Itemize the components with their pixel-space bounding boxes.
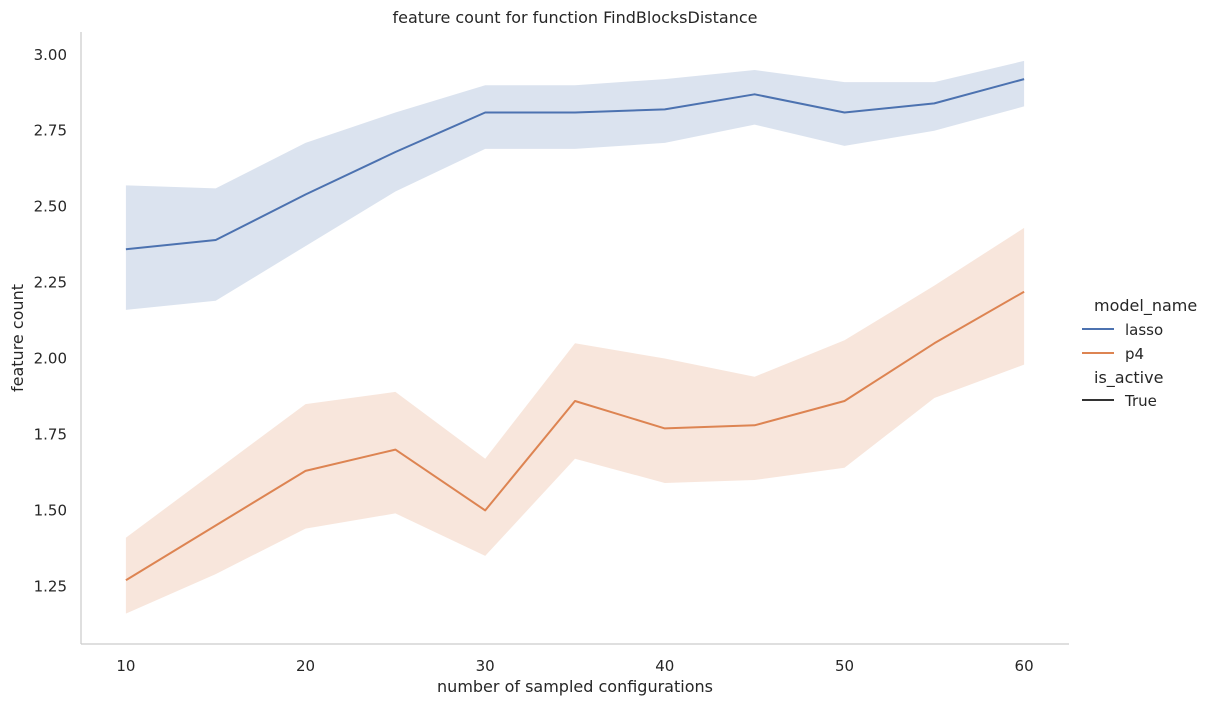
x-tick-label: 50 bbox=[835, 657, 854, 675]
y-tick-label: 3.00 bbox=[34, 46, 67, 64]
legend-label-active-True: True bbox=[1124, 392, 1157, 410]
legend-label-lasso: lasso bbox=[1125, 321, 1163, 339]
axes bbox=[80, 32, 1069, 645]
y-tick-label: 2.75 bbox=[34, 122, 67, 140]
x-tick-label: 60 bbox=[1015, 657, 1034, 675]
legend-title-model-name: model_name bbox=[1094, 296, 1197, 316]
y-tick-label: 2.25 bbox=[34, 274, 67, 292]
y-tick-label: 1.75 bbox=[34, 425, 67, 443]
y-tick-label: 2.00 bbox=[34, 350, 67, 368]
confidence-bands bbox=[125, 60, 1025, 614]
ci-band-p4 bbox=[125, 227, 1025, 614]
x-tick-label: 20 bbox=[296, 657, 315, 675]
series-lines bbox=[125, 78, 1025, 582]
legend-label-p4: p4 bbox=[1125, 345, 1144, 363]
y-axis-title: feature count bbox=[8, 284, 27, 392]
chart-title: feature count for function FindBlocksDis… bbox=[393, 8, 758, 27]
x-tick-labels: 10 20 30 40 50 60 bbox=[116, 657, 1033, 675]
ci-band-lasso bbox=[125, 60, 1025, 310]
x-tick-label: 40 bbox=[655, 657, 674, 675]
legend-title-is-active: is_active bbox=[1094, 368, 1163, 388]
y-tick-label: 2.50 bbox=[34, 198, 67, 216]
y-tick-labels: 1.25 1.50 1.75 2.00 2.25 2.50 2.75 3.00 bbox=[34, 46, 67, 595]
y-tick-label: 1.50 bbox=[34, 501, 67, 519]
x-tick-label: 30 bbox=[476, 657, 495, 675]
series-line-lasso bbox=[125, 78, 1025, 251]
series-line-p4 bbox=[125, 290, 1025, 582]
x-axis-title: number of sampled configurations bbox=[437, 677, 713, 696]
y-tick-label: 1.25 bbox=[34, 577, 67, 595]
x-tick-label: 10 bbox=[116, 657, 135, 675]
